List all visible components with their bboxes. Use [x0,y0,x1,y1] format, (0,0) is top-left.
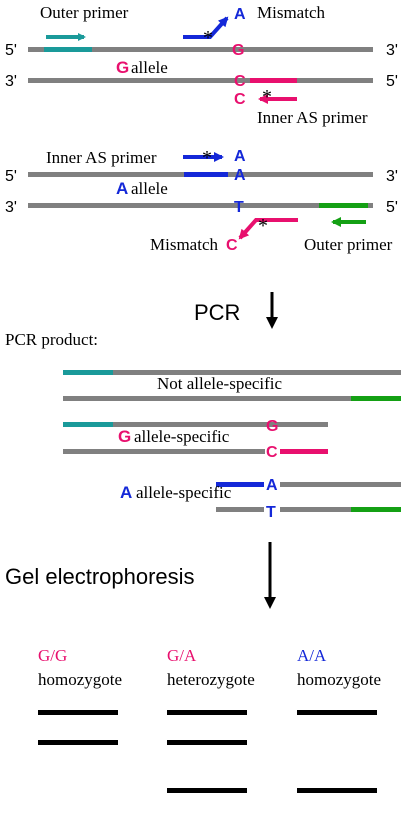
strand-end-5-top: 5' [5,168,17,185]
strand-end-5-top: 5' [5,42,17,59]
mismatch-base: C [226,237,238,254]
template-strand-top [28,47,373,52]
zygosity-label: homozygote [38,670,122,689]
template-strand-bottom [28,203,373,208]
primer-3-base: C [234,91,246,108]
primer-3-base: A [234,148,246,165]
inner-primer-blue-arrow [183,16,229,39]
mismatch-label: Mismatch [150,235,218,254]
product-a-bottom-base: T [266,504,276,521]
product-not-specific-bottom [63,396,401,401]
inner-as-primer-label: Inner AS primer [46,148,157,167]
strand-end-3-bottom: 3' [5,73,17,90]
panel-a-allele: Inner AS primer * A 5' 3' A A allele 3' … [5,147,398,254]
inner-primer-bound [184,172,228,177]
mismatch-label: Mismatch [257,3,325,22]
not-specific-label: Not allele-specific [157,374,283,393]
pcr-product-label: PCR product: [5,330,98,349]
gel-step: Gel electrophoresis [5,542,276,609]
strand-end-5-bottom: 5' [386,199,398,216]
a-specific-label: allele-specific [136,483,232,502]
product-teal-end [63,370,113,375]
zygosity-label: homozygote [297,670,381,689]
strand-end-3-bottom: 3' [5,199,17,216]
product-g-pink-end [280,449,328,454]
mismatch-asterisk: * [203,27,213,49]
outer-primer-bound [44,47,92,52]
strand-end-3-top: 3' [386,42,398,59]
primer-asterisk: * [202,147,212,169]
snp-base-top: A [234,167,246,184]
pcr-label: PCR [194,300,240,325]
gel-band-mid [38,740,118,745]
gel-band-short [297,788,377,793]
product-a-top [280,482,401,487]
gel-band-long [167,710,247,715]
strand-end-3-top: 3' [386,168,398,185]
gel-band-mid [167,740,247,745]
a-specific-base-label: A [120,483,132,502]
inner-primer-pink-arrow [238,218,298,240]
inner-primer-bound [250,78,297,83]
product-a-bottom-left [216,507,264,512]
genotype-label: G/G [38,646,67,665]
outer-primer-bound [319,203,368,208]
product-a-green-end [351,507,401,512]
gel-band-short [167,788,247,793]
product-g-top-base: G [266,418,278,435]
gel-label: Gel electrophoresis [5,564,195,589]
product-a-blue-end [216,482,264,487]
snp-base-bottom: C [234,73,246,90]
mismatch-asterisk: * [258,215,268,237]
product-not-specific-top [63,370,401,375]
product-g-bottom [63,449,265,454]
pcr-step: PCR PCR product: [5,292,278,349]
panel-g-allele: Outer primer Mismatch A * 5' 3' G G alle… [5,3,398,127]
g-specific-base-label: G [118,427,131,446]
mismatch-base: A [234,6,246,23]
allele-word-label: allele [131,58,168,77]
product-g-teal-end [63,422,113,427]
zygosity-label: heterozygote [167,670,255,689]
gel-band-long [38,710,118,715]
outer-primer-label: Outer primer [40,3,129,22]
snp-base-top: G [232,42,244,59]
genotype-label: A/A [297,646,327,665]
g-specific-label: allele-specific [134,427,230,446]
strand-end-5-bottom: 5' [386,73,398,90]
snp-base-bottom: T [234,199,244,216]
inner-as-primer-label: Inner AS primer [257,108,368,127]
product-a-top-base: A [266,477,278,494]
allele-base-label: G [116,58,129,77]
product-g-bottom-base: C [266,444,278,461]
allele-word-label: allele [131,179,168,198]
pcr-products: Not allele-specific G G allele-specific … [63,370,401,521]
allele-base-label: A [116,179,128,198]
product-g-top [63,422,328,427]
product-green-end [351,396,401,401]
gel-lanes: G/G homozygote G/A heterozygote A/A homozygot… [38,646,381,793]
primer-asterisk: * [262,86,272,108]
outer-primer-label: Outer primer [304,235,393,254]
product-a-bottom [280,507,401,512]
gel-band-long [297,710,377,715]
template-strand-bottom [28,78,373,83]
genotype-label: G/A [167,646,197,665]
